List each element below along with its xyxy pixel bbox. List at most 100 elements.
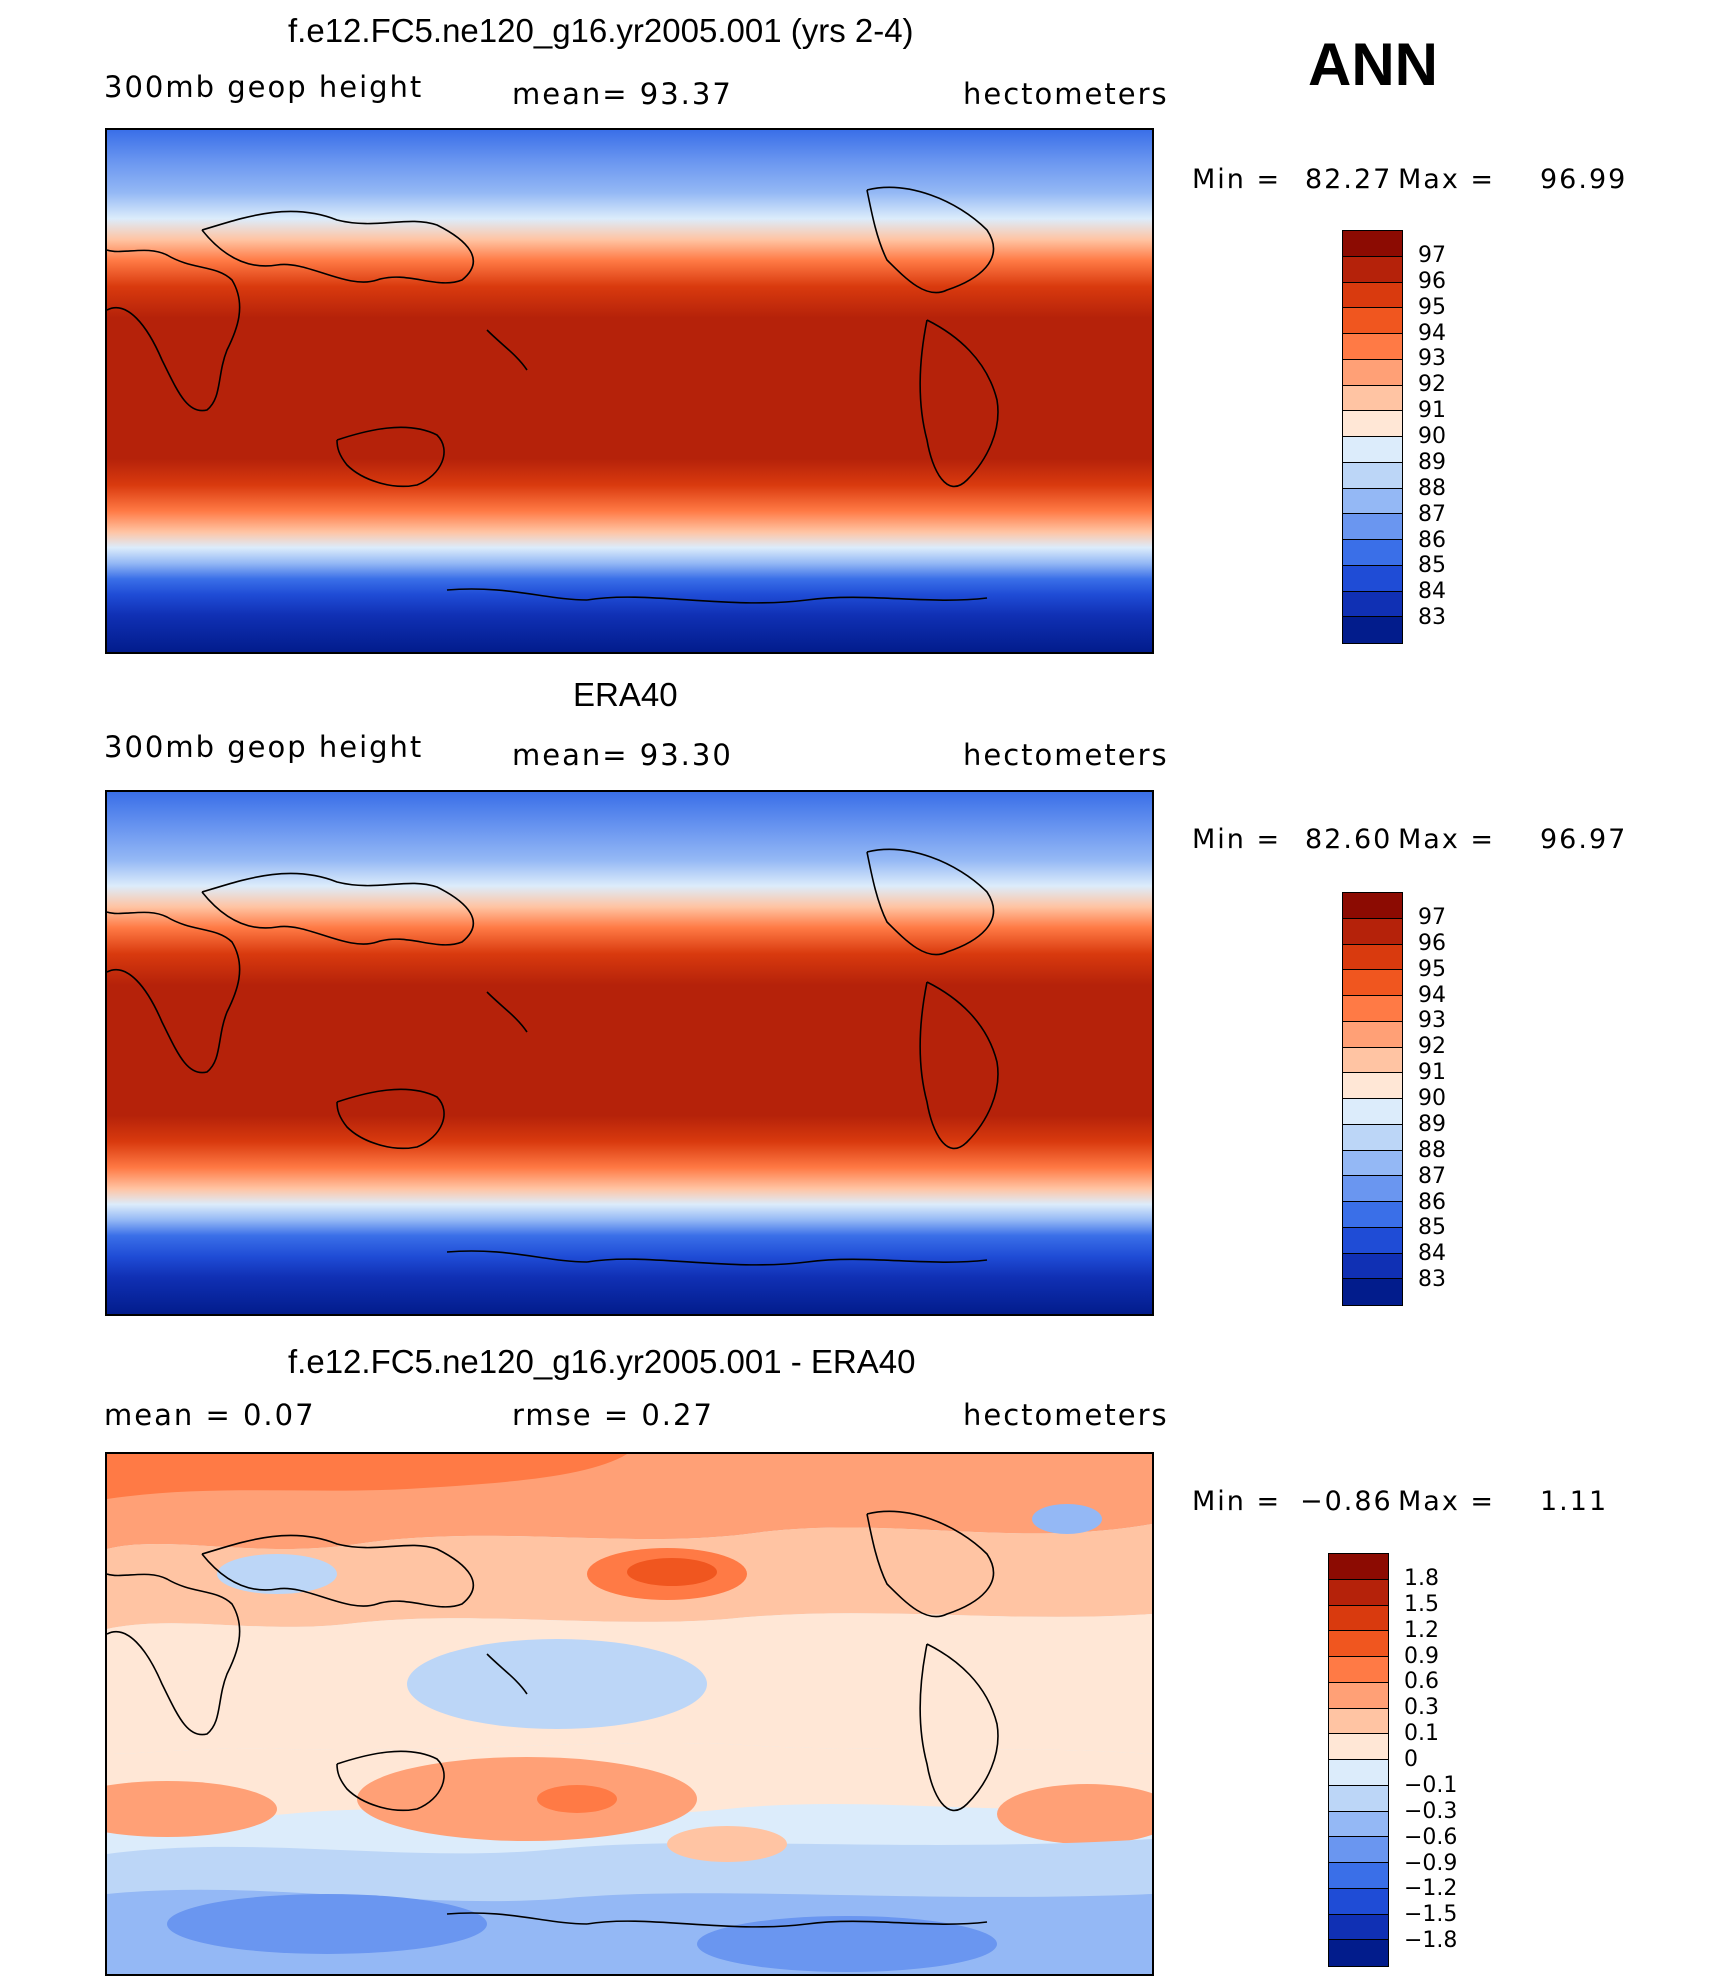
panel-2-max-value: 96.97 [1540, 824, 1628, 855]
panel-2-mean-label: mean= 93.30 [512, 738, 733, 772]
legend-tick-label: −0.6 [1404, 1824, 1458, 1850]
legend-swatch [1329, 1657, 1388, 1683]
panel-1-title: f.e12.FC5.ne120_g16.yr2005.001 (yrs 2-4) [288, 12, 914, 49]
legend-tick-label: 87 [1418, 501, 1446, 527]
panel-3-coastlines [107, 1510, 999, 1928]
legend-tick-label: 93 [1418, 1008, 1446, 1034]
panel-1-left-label: 300mb geop height [104, 70, 424, 104]
legend-swatch [1343, 334, 1402, 360]
legend-swatch [1329, 1811, 1388, 1838]
legend-tick-label: −0.3 [1404, 1798, 1458, 1824]
legend-swatch [1343, 591, 1402, 618]
legend-swatch [1343, 540, 1402, 566]
legend-tick-label: 87 [1418, 1163, 1446, 1189]
legend-tick-label: 89 [1418, 1111, 1446, 1137]
legend-tick-label: 85 [1418, 553, 1446, 579]
legend-swatch [1343, 996, 1402, 1022]
panel-3-max-value: 1.11 [1540, 1486, 1609, 1517]
panel-2-max-label: Max = [1398, 824, 1496, 855]
legend-swatch [1329, 1631, 1388, 1657]
legend-tick-label: 97 [1418, 904, 1446, 930]
legend-swatch [1329, 1708, 1388, 1735]
legend-swatch [1343, 256, 1402, 283]
legend-swatch [1329, 1579, 1388, 1606]
legend-swatch [1343, 918, 1402, 945]
legend-swatch [1343, 385, 1402, 412]
legend-tick-label: −1.5 [1404, 1902, 1458, 1928]
legend-tick-label: 1.8 [1404, 1565, 1439, 1591]
panel-1-map [105, 128, 1154, 654]
panel-2-min-label: Min = [1192, 824, 1282, 855]
legend-swatch [1329, 1888, 1388, 1915]
legend-swatch [1343, 944, 1402, 971]
legend-swatch [1329, 1914, 1388, 1941]
legend-tick-label: −1.2 [1404, 1876, 1458, 1902]
legend-tick-label: 83 [1418, 1267, 1446, 1293]
panel-3-anomaly-blobs [107, 1454, 1152, 1974]
legend-swatch [1343, 488, 1402, 515]
legend-tick-label: 0.6 [1404, 1669, 1439, 1695]
legend-tick-label: 0.1 [1404, 1721, 1439, 1747]
legend-tick-label: 1.2 [1404, 1617, 1439, 1643]
panel-3-contour-field [107, 1454, 1152, 1974]
legend-swatch [1343, 462, 1402, 489]
panel-3-min-value: −0.86 [1300, 1486, 1393, 1517]
legend-swatch [1329, 1682, 1388, 1709]
legend-tick-label: 95 [1418, 294, 1446, 320]
legend-swatch [1329, 1940, 1388, 1966]
legend-tick-label: 86 [1418, 1189, 1446, 1215]
panel-3-map [105, 1452, 1154, 1976]
panel-2-legend-bar [1342, 892, 1403, 1306]
panel-3-mean-label: mean = 0.07 [104, 1398, 316, 1432]
legend-swatch [1343, 1253, 1402, 1280]
legend-swatch [1329, 1837, 1388, 1863]
legend-tick-label: 0.9 [1404, 1643, 1439, 1669]
legend-swatch [1343, 282, 1402, 309]
legend-swatch [1329, 1785, 1388, 1812]
legend-swatch [1343, 565, 1402, 592]
legend-swatch [1343, 1047, 1402, 1074]
panel-1-min-label: Min = [1192, 164, 1282, 195]
legend-swatch [1329, 1760, 1388, 1786]
panel-1-min-value: 82.27 [1305, 164, 1393, 195]
legend-swatch [1343, 1124, 1402, 1151]
legend-swatch [1343, 1021, 1402, 1048]
panel-3-legend-bar [1328, 1553, 1389, 1967]
panel-3-min-label: Min = [1192, 1486, 1282, 1517]
legend-tick-label: 97 [1418, 242, 1446, 268]
legend-swatch [1343, 970, 1402, 996]
legend-swatch [1343, 308, 1402, 334]
legend-swatch [1343, 411, 1402, 437]
panel-2-units-label: hectometers [963, 738, 1169, 772]
legend-tick-label: 96 [1418, 930, 1446, 956]
legend-swatch [1329, 1605, 1388, 1632]
legend-tick-label: 91 [1418, 1060, 1446, 1086]
legend-tick-label: 84 [1418, 1241, 1446, 1267]
legend-tick-label: 93 [1418, 346, 1446, 372]
legend-tick-label: 1.5 [1404, 1591, 1439, 1617]
panel-2-map [105, 790, 1154, 1316]
panel-3-max-label: Max = [1398, 1486, 1496, 1517]
legend-tick-label: 94 [1418, 320, 1446, 346]
legend-tick-label: −0.1 [1404, 1772, 1458, 1798]
legend-tick-label: −0.9 [1404, 1850, 1458, 1876]
legend-tick-label: 83 [1418, 605, 1446, 631]
legend-swatch [1329, 1554, 1388, 1580]
panel-1-mean-label: mean= 93.37 [512, 77, 733, 111]
panel-2-left-label: 300mb geop height [104, 730, 424, 764]
panel-2-coastlines [107, 848, 999, 1266]
legend-tick-label: 85 [1418, 1215, 1446, 1241]
legend-swatch [1343, 893, 1402, 919]
legend-swatch [1343, 359, 1402, 386]
legend-swatch [1343, 1227, 1402, 1254]
legend-tick-label: 84 [1418, 579, 1446, 605]
panel-3-units-label: hectometers [963, 1398, 1169, 1432]
legend-tick-label: 94 [1418, 982, 1446, 1008]
legend-tick-label: 96 [1418, 268, 1446, 294]
panel-2-contour-field [107, 792, 1152, 1314]
legend-swatch [1343, 1279, 1402, 1305]
panel-1-max-label: Max = [1398, 164, 1496, 195]
legend-tick-label: 88 [1418, 475, 1446, 501]
panel-2-min-value: 82.60 [1305, 824, 1393, 855]
panel-1-contour-field [107, 130, 1152, 652]
